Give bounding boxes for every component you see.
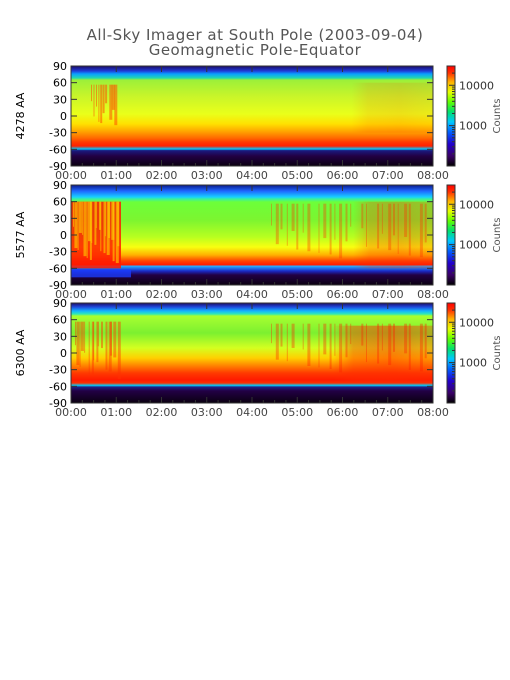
- x-tick-label: 03:00: [191, 169, 223, 182]
- x-tick-label: 01:00: [100, 406, 132, 419]
- x-tick-label: 05:00: [281, 288, 313, 301]
- colorbar: [446, 302, 456, 404]
- colorbar-label: Counts: [492, 336, 503, 371]
- colorbar-tick-label: 10000: [459, 79, 494, 92]
- x-tick-label: 04:00: [236, 169, 268, 182]
- y-tick-label: 0: [60, 347, 67, 360]
- x-tick-label: 02:00: [146, 406, 178, 419]
- y-tick-label: 60: [53, 196, 67, 209]
- y-tick-label: -90: [49, 279, 67, 292]
- y-tick-label: 30: [53, 330, 67, 343]
- y-axis-label: 4278 AA: [14, 92, 27, 139]
- x-tick-label: 00:00: [55, 288, 87, 301]
- x-tick-label: 01:00: [100, 169, 132, 182]
- x-tick-label: 06:00: [327, 406, 359, 419]
- x-tick-label: 08:00: [417, 169, 449, 182]
- y-tick-label: -60: [49, 143, 67, 156]
- y-tick-label: -90: [49, 397, 67, 410]
- chart-title: All-Sky Imager at South Pole (2003-09-04…: [86, 26, 424, 44]
- x-tick-label: 05:00: [281, 169, 313, 182]
- x-tick-label: 08:00: [417, 288, 449, 301]
- y-tick-label: -60: [49, 380, 67, 393]
- y-tick-label: 90: [53, 297, 67, 310]
- y-tick-label: 0: [60, 110, 67, 123]
- x-tick-label: 04:00: [236, 288, 268, 301]
- colorbar-tick-label: 10000: [459, 316, 494, 329]
- colorbar-tick-label: 10000: [459, 198, 494, 211]
- x-tick-label: 06:00: [327, 288, 359, 301]
- x-tick-label: 07:00: [372, 406, 404, 419]
- chart-subtitle: Geomagnetic Pole-Equator: [148, 41, 362, 59]
- colorbar-label: Counts: [492, 99, 503, 134]
- y-tick-label: -30: [49, 127, 67, 140]
- x-tick-label: 05:00: [281, 406, 313, 419]
- x-tick-label: 03:00: [191, 288, 223, 301]
- y-tick-label: 30: [53, 212, 67, 225]
- x-tick-label: 00:00: [55, 406, 87, 419]
- x-tick-label: 06:00: [327, 169, 359, 182]
- y-axis-label: 5577 AA: [14, 211, 27, 258]
- y-tick-label: -90: [49, 160, 67, 173]
- colorbar-tick-label: 1000: [459, 239, 487, 252]
- x-tick-label: 02:00: [146, 169, 178, 182]
- x-tick-label: 03:00: [191, 406, 223, 419]
- y-tick-label: -30: [49, 246, 67, 259]
- x-tick-label: 08:00: [417, 406, 449, 419]
- y-tick-label: -30: [49, 364, 67, 377]
- x-tick-label: 02:00: [146, 288, 178, 301]
- colorbar: [446, 65, 456, 167]
- y-tick-label: 0: [60, 229, 67, 242]
- colorbar-label: Counts: [492, 218, 503, 253]
- colorbar-tick-label: 1000: [459, 120, 487, 133]
- x-tick-label: 01:00: [100, 288, 132, 301]
- x-tick-label: 07:00: [372, 288, 404, 301]
- y-tick-label: 90: [53, 60, 67, 73]
- x-tick-label: 07:00: [372, 169, 404, 182]
- x-tick-label: 00:00: [55, 169, 87, 182]
- colorbar: [446, 184, 456, 286]
- y-tick-label: 30: [53, 93, 67, 106]
- y-tick-label: 60: [53, 314, 67, 327]
- x-tick-label: 04:00: [236, 406, 268, 419]
- y-tick-label: 90: [53, 179, 67, 192]
- colorbar-tick-label: 1000: [459, 357, 487, 370]
- y-axis-label: 6300 AA: [14, 329, 27, 376]
- y-tick-label: 60: [53, 77, 67, 90]
- y-tick-label: -60: [49, 262, 67, 275]
